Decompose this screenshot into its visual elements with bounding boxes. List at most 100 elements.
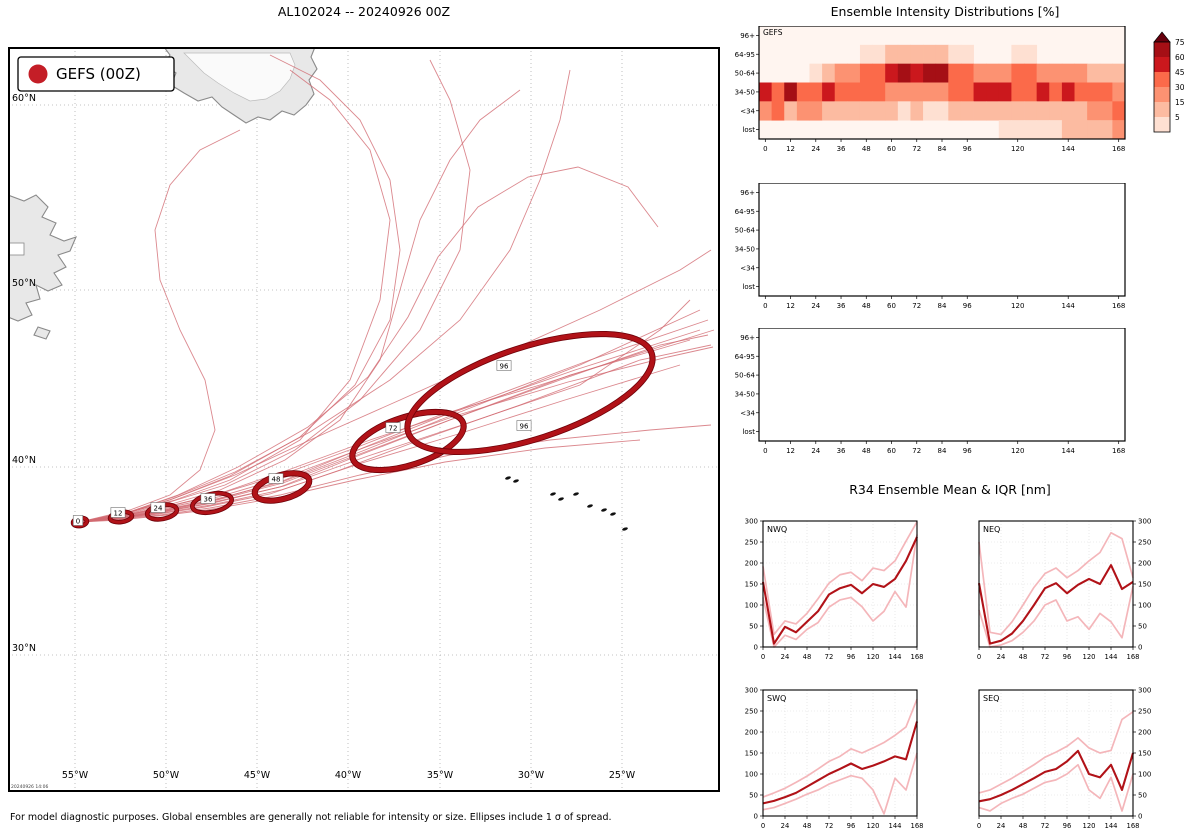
svg-text:72: 72 <box>825 653 834 661</box>
svg-text:150: 150 <box>1138 750 1151 758</box>
svg-text:48: 48 <box>803 822 812 830</box>
svg-text:60: 60 <box>887 447 896 455</box>
r34-panel-seq: 0 50 100 150 200 250 300 0 24 48 72 96 120 144 168 SEQ <box>977 687 1152 831</box>
svg-text:200: 200 <box>1138 729 1151 737</box>
svg-text:0: 0 <box>1138 644 1142 652</box>
svg-text:100: 100 <box>1138 771 1151 779</box>
svg-text:168: 168 <box>911 653 923 661</box>
r34-quadrant-label: NWQ <box>767 525 787 534</box>
svg-text:<34: <34 <box>740 107 755 115</box>
gefs-legend-label: GEFS (00Z) <box>56 65 141 83</box>
svg-text:120: 120 <box>1011 145 1024 153</box>
svg-text:150: 150 <box>745 581 758 589</box>
intensity-heatmap-panel2: 96+ 64-95 50-64 34-50 <34 lost 0 12 24 36 48 60 72 84… <box>735 183 1126 310</box>
svg-text:48: 48 <box>1019 822 1028 830</box>
svg-text:100: 100 <box>745 602 758 610</box>
svg-text:300: 300 <box>745 518 758 526</box>
svg-text:24: 24 <box>781 653 790 661</box>
svg-text:96+: 96+ <box>740 189 755 197</box>
svg-text:168: 168 <box>1127 822 1140 830</box>
svg-text:0: 0 <box>754 644 758 652</box>
svg-text:0: 0 <box>763 447 767 455</box>
svg-text:48: 48 <box>862 302 871 310</box>
svg-text:250: 250 <box>745 539 758 547</box>
svg-text:lost: lost <box>742 428 755 436</box>
svg-text:200: 200 <box>745 560 758 568</box>
svg-text:72: 72 <box>1041 822 1050 830</box>
track-map: 0 12 24 36 48 72 96 96 60°N 50°N 40°N 30°N 55°W 50°W 4… <box>8 47 720 792</box>
svg-text:120: 120 <box>1083 822 1096 830</box>
heatmap-cells <box>759 44 1126 140</box>
svg-text:48: 48 <box>862 145 871 153</box>
azores-islands <box>505 476 628 531</box>
r34-series <box>761 521 918 648</box>
svg-text:24: 24 <box>997 653 1006 661</box>
svg-text:144: 144 <box>889 822 902 830</box>
svg-text:96: 96 <box>963 145 972 153</box>
svg-text:168: 168 <box>1112 145 1125 153</box>
svg-text:168: 168 <box>1112 447 1125 455</box>
svg-text:<34: <34 <box>740 409 755 417</box>
forecast-hour-labels: 0 12 24 36 48 72 96 96 <box>72 360 532 526</box>
heatmap-axes: 96+ 64-95 50-64 34-50 <34 lost 0 12 24 36 48 60 72 84… <box>735 32 1126 153</box>
svg-text:12: 12 <box>786 145 795 153</box>
svg-text:0: 0 <box>761 653 765 661</box>
svg-text:25°W: 25°W <box>609 770 636 781</box>
svg-text:96: 96 <box>963 302 972 310</box>
svg-text:120: 120 <box>867 822 880 830</box>
svg-text:250: 250 <box>745 708 758 716</box>
map-axis-labels: 60°N 50°N 40°N 30°N 55°W 50°W 45°W 40°W 35°W 30°W… <box>12 93 636 781</box>
svg-text:96: 96 <box>847 653 856 661</box>
svg-text:40°W: 40°W <box>335 770 362 781</box>
svg-text:300: 300 <box>1138 687 1151 695</box>
svg-text:72: 72 <box>1041 653 1050 661</box>
svg-text:0: 0 <box>1138 813 1142 821</box>
svg-text:lost: lost <box>742 126 755 134</box>
svg-text:0: 0 <box>977 822 981 830</box>
svg-text:84: 84 <box>938 447 947 455</box>
r34-panel-nwq: 0 50 100 150 200 250 300 0 24 48 72 96 120 144 168 NWQ <box>745 518 923 662</box>
r34-axes: 0 50 100 150 200 250 300 0 24 48 72 96 120 144 168 <box>977 518 1152 662</box>
svg-text:96: 96 <box>1063 653 1072 661</box>
svg-text:0: 0 <box>763 302 767 310</box>
svg-text:50-64: 50-64 <box>735 70 756 78</box>
svg-text:50°W: 50°W <box>153 770 180 781</box>
svg-text:144: 144 <box>1105 653 1118 661</box>
svg-text:60°N: 60°N <box>12 93 36 104</box>
svg-text:300: 300 <box>745 687 758 695</box>
map-footnote: For model diagnostic purposes. Global en… <box>10 812 612 823</box>
creation-stamp: 20240926 14:06 <box>11 784 48 790</box>
r34-series <box>977 531 1134 648</box>
svg-text:120: 120 <box>1011 302 1024 310</box>
svg-text:50-64: 50-64 <box>735 227 756 235</box>
colorbar-arrow <box>1153 31 1171 43</box>
svg-text:60: 60 <box>1175 53 1185 62</box>
svg-text:45: 45 <box>1175 68 1185 77</box>
svg-text:50: 50 <box>749 792 758 800</box>
svg-text:0: 0 <box>76 518 80 526</box>
svg-text:144: 144 <box>1062 447 1076 455</box>
intensity-heatmap-gefs: 96+ 64-95 50-64 34-50 <34 lost 0 12 24 36 48 60 72 84… <box>735 26 1126 153</box>
svg-text:lost: lost <box>742 283 755 291</box>
svg-text:5: 5 <box>1175 113 1180 122</box>
svg-text:64-95: 64-95 <box>735 51 755 59</box>
r34-series <box>762 698 919 815</box>
svg-text:72: 72 <box>912 145 921 153</box>
svg-text:24: 24 <box>811 145 820 153</box>
svg-text:100: 100 <box>1138 602 1151 610</box>
svg-text:120: 120 <box>1011 447 1024 455</box>
svg-text:96+: 96+ <box>740 32 755 40</box>
svg-text:84: 84 <box>938 302 947 310</box>
r34-series <box>978 711 1135 812</box>
svg-text:36: 36 <box>837 145 846 153</box>
svg-text:45°W: 45°W <box>244 770 271 781</box>
svg-text:15: 15 <box>1175 98 1185 107</box>
svg-text:75: 75 <box>1175 38 1185 47</box>
svg-text:<34: <34 <box>740 264 755 272</box>
svg-text:50°N: 50°N <box>12 278 36 289</box>
svg-text:0: 0 <box>977 653 981 661</box>
svg-text:64-95: 64-95 <box>735 208 755 216</box>
svg-text:150: 150 <box>745 750 758 758</box>
svg-text:12: 12 <box>786 447 795 455</box>
